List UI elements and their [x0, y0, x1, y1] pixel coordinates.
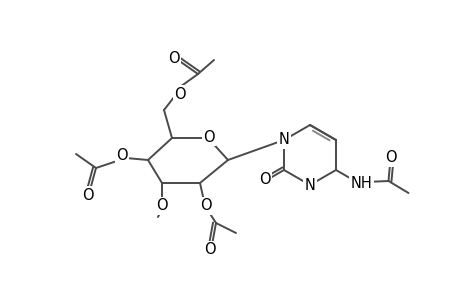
Text: O: O [204, 242, 215, 257]
Text: N: N [278, 133, 289, 148]
Text: O: O [258, 172, 270, 188]
Text: O: O [200, 199, 211, 214]
Text: O: O [384, 151, 396, 166]
Text: N: N [304, 178, 315, 193]
Text: O: O [82, 188, 94, 202]
Text: O: O [116, 148, 128, 164]
Text: O: O [174, 86, 185, 101]
Text: O: O [156, 199, 168, 214]
Text: O: O [168, 50, 179, 65]
Text: NH: NH [350, 176, 372, 190]
Text: O: O [203, 130, 214, 145]
